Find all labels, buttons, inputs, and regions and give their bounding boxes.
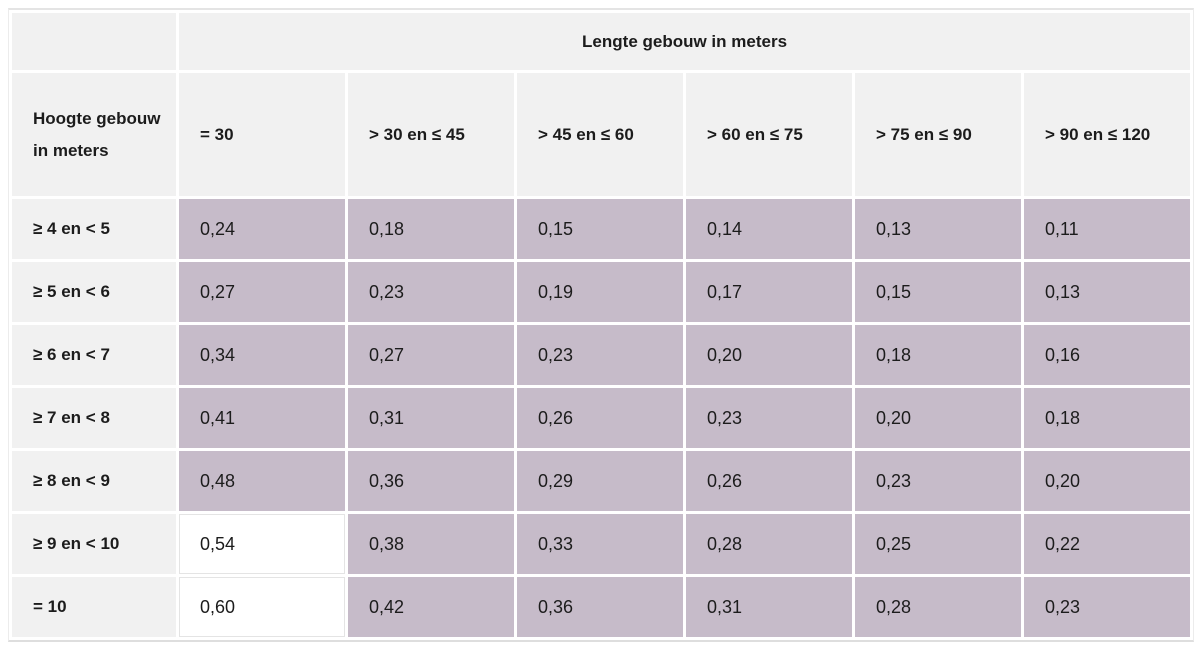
value-cell: 0,26 — [686, 451, 852, 511]
row-label: ≥ 6 en < 7 — [12, 325, 176, 385]
column-header-row: Hoogte gebouw in meters = 30 > 30 en ≤ 45… — [12, 73, 1191, 196]
row-label: ≥ 9 en < 10 — [12, 514, 176, 574]
value-cell: 0,13 — [1024, 262, 1191, 322]
column-header-1: > 30 en ≤ 45 — [348, 73, 514, 196]
table-row: ≥ 6 en < 7 0,34 0,27 0,23 0,20 0,18 0,16 — [12, 325, 1191, 385]
value-cell: 0,26 — [517, 388, 683, 448]
table-row: ≥ 4 en < 5 0,24 0,18 0,15 0,14 0,13 0,11 — [12, 199, 1191, 259]
column-header-3: > 60 en ≤ 75 — [686, 73, 852, 196]
value-cell: 0,19 — [517, 262, 683, 322]
value-cell: 0,41 — [179, 388, 345, 448]
value-cell: 0,38 — [348, 514, 514, 574]
value-cell: 0,23 — [855, 451, 1021, 511]
row-label: ≥ 8 en < 9 — [12, 451, 176, 511]
value-cell: 0,14 — [686, 199, 852, 259]
table-row: ≥ 8 en < 9 0,48 0,36 0,29 0,26 0,23 0,20 — [12, 451, 1191, 511]
value-cell: 0,15 — [855, 262, 1021, 322]
value-cell: 0,24 — [179, 199, 345, 259]
value-cell: 0,34 — [179, 325, 345, 385]
value-cell: 0,31 — [686, 577, 852, 637]
row-label: ≥ 5 en < 6 — [12, 262, 176, 322]
value-cell: 0,23 — [1024, 577, 1191, 637]
value-cell: 0,33 — [517, 514, 683, 574]
value-cell: 0,31 — [348, 388, 514, 448]
column-header-0: = 30 — [179, 73, 345, 196]
table-row: ≥ 5 en < 6 0,27 0,23 0,19 0,17 0,15 0,13 — [12, 262, 1191, 322]
value-cell: 0,54 — [179, 514, 345, 574]
table-row: = 10 0,60 0,42 0,36 0,31 0,28 0,23 — [12, 577, 1191, 637]
value-cell: 0,11 — [1024, 199, 1191, 259]
height-length-value-table: Lengte gebouw in meters Hoogte gebouw in… — [8, 8, 1195, 642]
height-row-dimension-header: Hoogte gebouw in meters — [12, 73, 176, 196]
value-cell: 0,15 — [517, 199, 683, 259]
value-cell: 0,36 — [348, 451, 514, 511]
value-cell: 0,13 — [855, 199, 1021, 259]
table-row: ≥ 9 en < 10 0,54 0,38 0,33 0,28 0,25 0,22 — [12, 514, 1191, 574]
value-cell: 0,23 — [517, 325, 683, 385]
value-cell: 0,48 — [179, 451, 345, 511]
row-label: ≥ 7 en < 8 — [12, 388, 176, 448]
value-cell: 0,29 — [517, 451, 683, 511]
row-label: ≥ 4 en < 5 — [12, 199, 176, 259]
value-cell: 0,27 — [348, 325, 514, 385]
value-cell: 0,17 — [686, 262, 852, 322]
value-cell: 0,28 — [686, 514, 852, 574]
value-cell: 0,20 — [855, 388, 1021, 448]
value-cell: 0,20 — [1024, 451, 1191, 511]
top-header-row: Lengte gebouw in meters — [12, 13, 1191, 70]
value-cell: 0,25 — [855, 514, 1021, 574]
length-column-group-header: Lengte gebouw in meters — [179, 13, 1191, 70]
value-cell: 0,42 — [348, 577, 514, 637]
value-cell: 0,60 — [179, 577, 345, 637]
column-header-4: > 75 en ≤ 90 — [855, 73, 1021, 196]
value-cell: 0,16 — [1024, 325, 1191, 385]
value-cell: 0,27 — [179, 262, 345, 322]
corner-cell — [12, 13, 176, 70]
column-header-5: > 90 en ≤ 120 — [1024, 73, 1191, 196]
value-cell: 0,23 — [348, 262, 514, 322]
value-cell: 0,22 — [1024, 514, 1191, 574]
row-label: = 10 — [12, 577, 176, 637]
value-cell: 0,36 — [517, 577, 683, 637]
value-cell: 0,23 — [686, 388, 852, 448]
value-cell: 0,18 — [348, 199, 514, 259]
value-cell: 0,18 — [1024, 388, 1191, 448]
table-row: ≥ 7 en < 8 0,41 0,31 0,26 0,23 0,20 0,18 — [12, 388, 1191, 448]
value-cell: 0,20 — [686, 325, 852, 385]
value-cell: 0,18 — [855, 325, 1021, 385]
value-cell: 0,28 — [855, 577, 1021, 637]
column-header-2: > 45 en ≤ 60 — [517, 73, 683, 196]
